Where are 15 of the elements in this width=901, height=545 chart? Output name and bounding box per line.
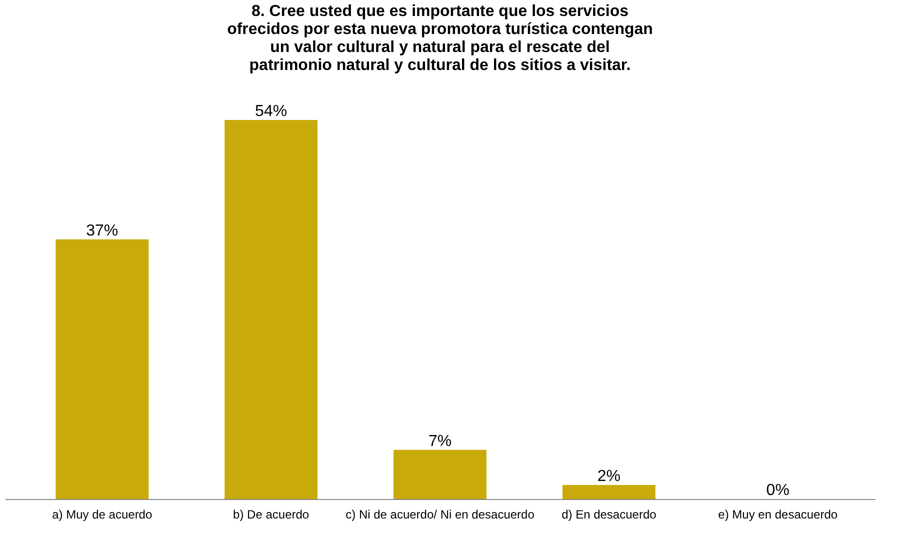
bar [224, 120, 318, 499]
bar [562, 484, 656, 499]
x-tick-label: e) Muy en desacuerdo [718, 508, 838, 522]
chart-title: 8. Cree usted que es importante que los servicios ofrecidos por esta nueva promotora turística contengan un valor cultural y natural para el rescate del patrimonio natural y cultural de los sitios a visitar. [227, 3, 653, 74]
data-label: 37% [86, 222, 118, 240]
bar [56, 239, 149, 499]
data-label: 0% [766, 482, 790, 499]
data-label: 2% [597, 468, 620, 485]
x-tick-label: b) De acuerdo [233, 508, 310, 522]
x-tick-label: d) En desacuerdo [562, 508, 657, 522]
bar [394, 450, 486, 499]
x-tick-label: a) Muy de acuerdo [52, 508, 152, 522]
data-label: 54% [255, 103, 288, 120]
x-tick-label: c) Ni de acuerdo/ Ni en desacuerdo [346, 508, 535, 522]
data-label: 7% [428, 432, 452, 450]
